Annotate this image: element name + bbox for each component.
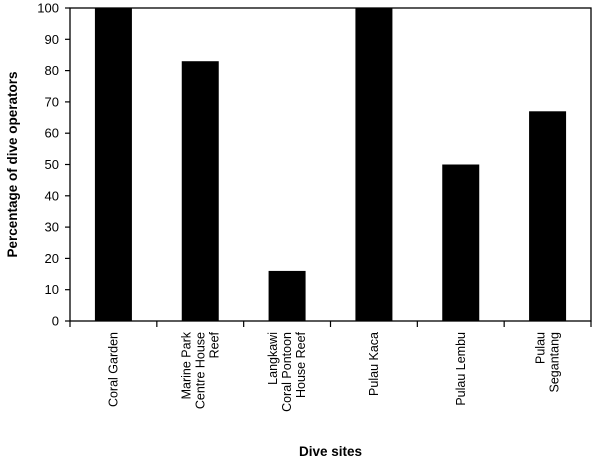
x-category-label: Segantang bbox=[548, 332, 562, 393]
bar-5 bbox=[442, 164, 480, 321]
plot-area bbox=[69, 7, 592, 322]
y-tick-label: 10 bbox=[45, 282, 59, 297]
y-tick-label: 40 bbox=[45, 188, 59, 203]
bar-4 bbox=[355, 8, 393, 321]
x-category-label: Centre House bbox=[193, 332, 207, 409]
y-tick-label: 80 bbox=[45, 63, 59, 78]
bar-3 bbox=[268, 270, 306, 321]
y-tick-label: 70 bbox=[45, 94, 59, 109]
x-category-label: Coral Garden bbox=[106, 332, 120, 407]
y-tick-label: 90 bbox=[45, 32, 59, 47]
y-axis-ticks: 0 10 20 30 40 50 60 70 80 90 100 bbox=[37, 1, 70, 329]
x-category-label: House Reef bbox=[294, 331, 308, 398]
bars bbox=[94, 8, 567, 322]
x-category-label: Pulau Kaca bbox=[367, 332, 381, 396]
bar-1 bbox=[94, 8, 132, 321]
x-axis-title: Dive sites bbox=[299, 444, 362, 459]
y-tick-label: 0 bbox=[52, 314, 59, 329]
y-tick-label: 60 bbox=[45, 126, 59, 141]
x-category-label: Pulau Lembu bbox=[454, 332, 468, 406]
y-tick-label: 100 bbox=[37, 1, 59, 16]
x-category-label: Reef bbox=[207, 331, 221, 358]
x-category-label: Marine Park bbox=[179, 331, 193, 399]
x-axis-ticks bbox=[69, 321, 592, 327]
plot-border bbox=[69, 7, 592, 322]
y-axis-title: Percentage of dive operators bbox=[5, 71, 20, 257]
x-category-label: Coral Pontoon bbox=[280, 332, 294, 412]
bar-2 bbox=[181, 61, 219, 322]
y-tick-label: 20 bbox=[45, 251, 59, 266]
x-category-label: Pulau bbox=[534, 332, 548, 364]
bar-6 bbox=[529, 111, 567, 321]
y-tick-label: 50 bbox=[45, 157, 59, 172]
y-tick-label: 30 bbox=[45, 220, 59, 235]
x-category-label: Langkawi bbox=[266, 332, 280, 385]
x-axis-category-labels: Coral Garden Marine Park Centre House Reef L… bbox=[106, 331, 561, 412]
